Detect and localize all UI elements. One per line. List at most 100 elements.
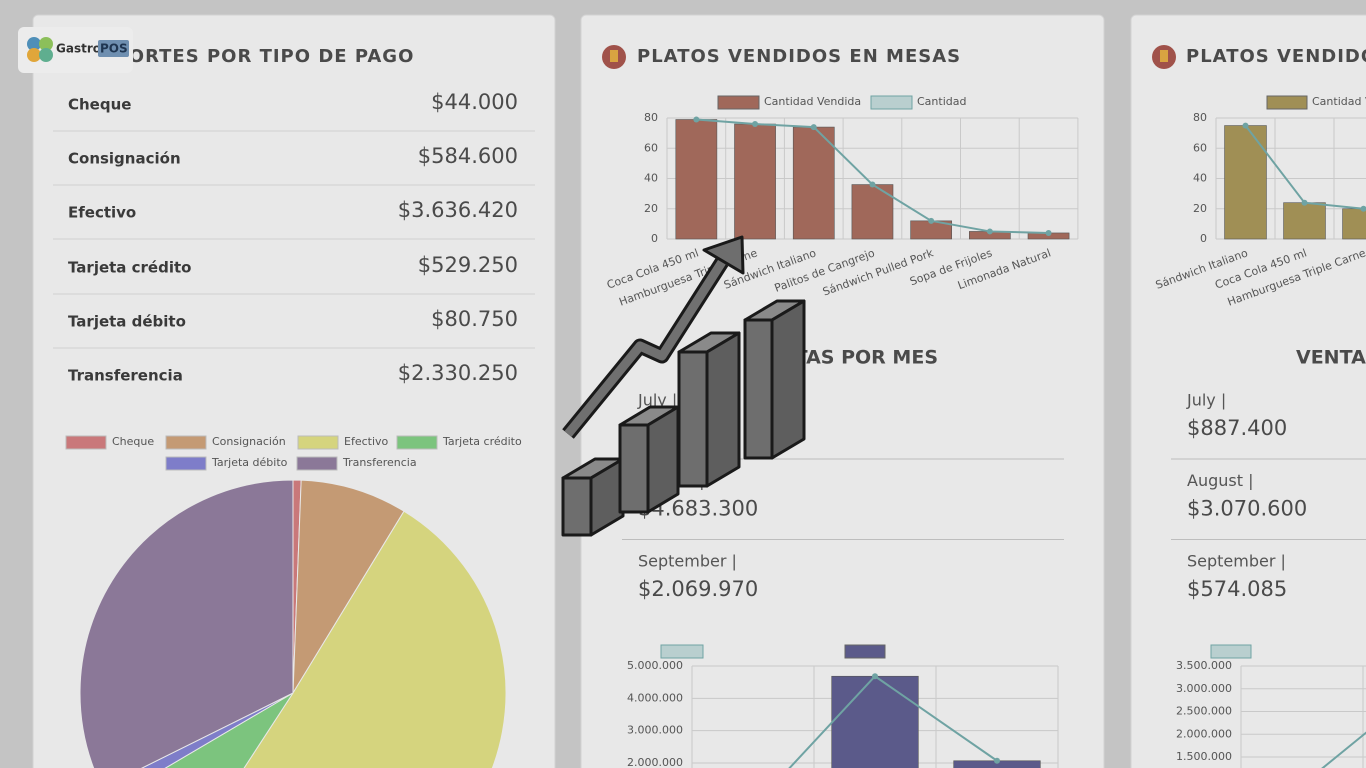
arrow-head xyxy=(702,235,745,275)
box-side xyxy=(770,299,806,460)
box-front xyxy=(677,350,709,488)
pie-slice xyxy=(164,692,294,768)
section-title: VENTAS POR MES xyxy=(1296,347,1366,369)
logo: Gastro POS xyxy=(18,27,133,73)
line-point xyxy=(869,181,876,188)
panel-title: PLATOS VENDIDOS EN MESAS xyxy=(637,46,961,67)
panel-icon xyxy=(610,50,618,62)
y-tick-label: 60 xyxy=(644,141,658,154)
pie-slice xyxy=(292,479,405,695)
box-front xyxy=(743,318,774,460)
month-label: July | xyxy=(1186,391,1226,410)
logo-accent-bg xyxy=(98,40,129,57)
y-tick-label: 40 xyxy=(1193,172,1207,185)
y-tick-label: 3.000.000 xyxy=(627,724,683,737)
bar xyxy=(792,126,835,240)
legend-label: Cantidad Vendida xyxy=(1312,95,1366,108)
bar xyxy=(1342,208,1366,240)
bar xyxy=(734,123,776,240)
month-amount: $2.069.970 xyxy=(638,577,758,601)
y-tick-label: 40 xyxy=(644,172,658,185)
y-tick-label: 80 xyxy=(644,111,658,124)
y-tick-label: 2.000.000 xyxy=(1176,727,1232,740)
legend-swatch xyxy=(165,456,207,471)
line-point xyxy=(1045,229,1052,236)
y-tick-label: 3.000.000 xyxy=(1176,682,1232,695)
legend-label: Tarjeta crédito xyxy=(442,435,522,448)
panel-title: IMPORTES POR TIPO DE PAGO xyxy=(88,46,414,67)
legend-swatch xyxy=(1210,644,1252,659)
y-tick-label: 4.000.000 xyxy=(627,691,683,704)
box-side xyxy=(589,457,625,537)
arrow-body xyxy=(564,259,726,437)
line-point xyxy=(928,217,935,224)
line-point xyxy=(752,121,759,128)
y-tick-label: 2.500.000 xyxy=(1176,705,1232,718)
month-amount: $3.070.600 xyxy=(1187,497,1307,521)
payment-amount: $2.330.250 xyxy=(398,361,518,385)
bar xyxy=(675,119,718,240)
line-point xyxy=(1360,205,1366,212)
y-tick-label: 5.000.000 xyxy=(627,659,683,672)
legend-swatch xyxy=(396,435,438,450)
bar xyxy=(831,675,919,768)
legend-label: Cantidad Vendida xyxy=(764,95,861,108)
line-point xyxy=(1301,199,1308,206)
legend-label: Cheque xyxy=(112,435,154,448)
pie-slice xyxy=(79,479,294,768)
payment-name: Efectivo xyxy=(68,204,136,222)
month-amount: $574.085 xyxy=(1187,577,1287,601)
payment-name: Tarjeta débito xyxy=(68,313,186,331)
legend-swatch xyxy=(297,435,339,450)
month-amount: $887.400 xyxy=(1187,416,1287,440)
y-tick-label: 0 xyxy=(1200,232,1207,245)
payment-amount: $80.750 xyxy=(431,307,518,331)
panel-icon xyxy=(1160,50,1168,62)
line-point xyxy=(810,124,817,131)
chart: 1.500.000 2.000.000 2.500.000 3.000.000 3.50… xyxy=(1176,644,1366,768)
loading-icon xyxy=(561,235,806,537)
bar xyxy=(1224,125,1267,240)
legend-label: Transferencia xyxy=(342,456,417,469)
logo-text: Gastro xyxy=(56,42,101,56)
box-side xyxy=(705,331,741,488)
logo-petal xyxy=(39,37,53,51)
payment-amount: $44.000 xyxy=(431,90,518,114)
payment-name: Tarjeta crédito xyxy=(68,259,191,277)
box-front xyxy=(618,423,650,514)
legend-swatch xyxy=(1266,95,1308,110)
legend-label: Tarjeta débito xyxy=(211,456,288,469)
payment-name: Consignación xyxy=(68,150,181,168)
legend-label: Efectivo xyxy=(344,435,389,448)
logo-petal xyxy=(27,48,41,62)
y-tick-label: 3.500.000 xyxy=(1176,659,1232,672)
y-tick-label: 0 xyxy=(651,232,658,245)
legend-swatch xyxy=(844,644,886,659)
panel-title: PLATOS VENDIDOS xyxy=(1186,46,1366,67)
legend-label: Cantidad xyxy=(917,95,966,108)
payment-amount: $3.636.420 xyxy=(398,198,518,222)
payment-name: Cheque xyxy=(68,96,131,114)
box-front xyxy=(561,476,593,537)
logo-accent: POS xyxy=(100,42,128,56)
legend-swatch xyxy=(870,95,913,110)
line-point xyxy=(872,673,878,680)
y-tick-label: 20 xyxy=(1193,202,1207,215)
y-tick-label: 20 xyxy=(644,202,658,215)
payment-amount: $584.600 xyxy=(418,144,518,168)
logo-petal xyxy=(27,37,41,51)
y-tick-label: 1.500.000 xyxy=(1176,750,1232,763)
month-label: September | xyxy=(638,552,737,571)
line-point xyxy=(994,757,1000,764)
month-label: September | xyxy=(1187,552,1286,571)
month-label: August | xyxy=(1187,471,1253,490)
y-tick-label: 80 xyxy=(1193,111,1207,124)
chart: 2.000.000 3.000.000 4.000.000 5.000.000 xyxy=(627,644,1059,768)
line xyxy=(1321,731,1366,768)
legend-swatch xyxy=(296,456,338,471)
legend-swatch xyxy=(65,435,107,450)
pie-slice xyxy=(243,510,507,768)
payment-amount: $529.250 xyxy=(418,253,518,277)
legend-label: Consignación xyxy=(212,435,286,448)
